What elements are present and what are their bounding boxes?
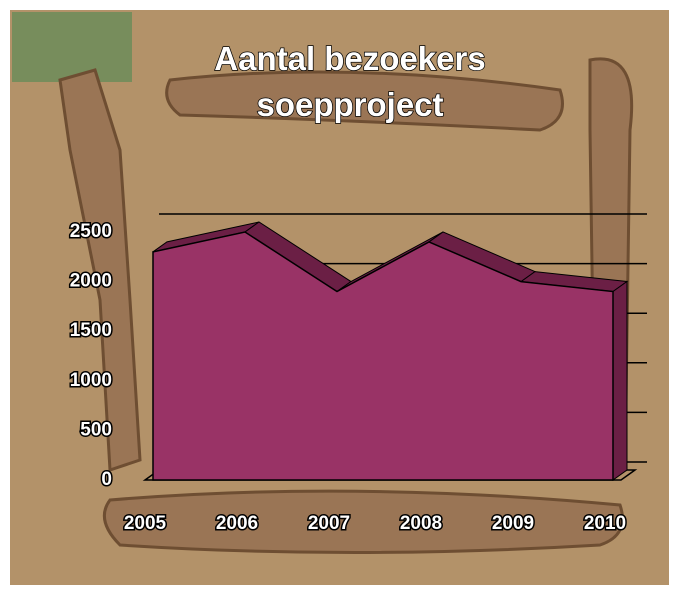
x-tick-label: 2005 [124, 513, 167, 534]
y-tick-label: 2500 [70, 221, 112, 242]
x-tick-label: 2009 [492, 513, 534, 534]
x-tick-label: 2008 [400, 513, 442, 534]
y-tick-label: 1500 [70, 320, 112, 341]
poster-scrap [12, 12, 132, 82]
x-tick-label: 2010 [584, 513, 626, 534]
y-tick-label: 1000 [70, 370, 112, 391]
x-tick-label: 2007 [308, 513, 350, 534]
y-tick-label: 500 [80, 419, 112, 440]
chart-title: Aantal bezoekers soepproject [150, 36, 550, 128]
area-side [613, 282, 627, 480]
doodle-spoon-bottom [104, 491, 622, 552]
y-tick-label: 0 [101, 469, 112, 490]
x-tick-label: 2006 [216, 513, 258, 534]
y-tick-label: 2000 [70, 271, 112, 292]
page: 0 500 1000 1500 2000 2500 2005 2006 2007 2008 2009… [0, 0, 679, 595]
